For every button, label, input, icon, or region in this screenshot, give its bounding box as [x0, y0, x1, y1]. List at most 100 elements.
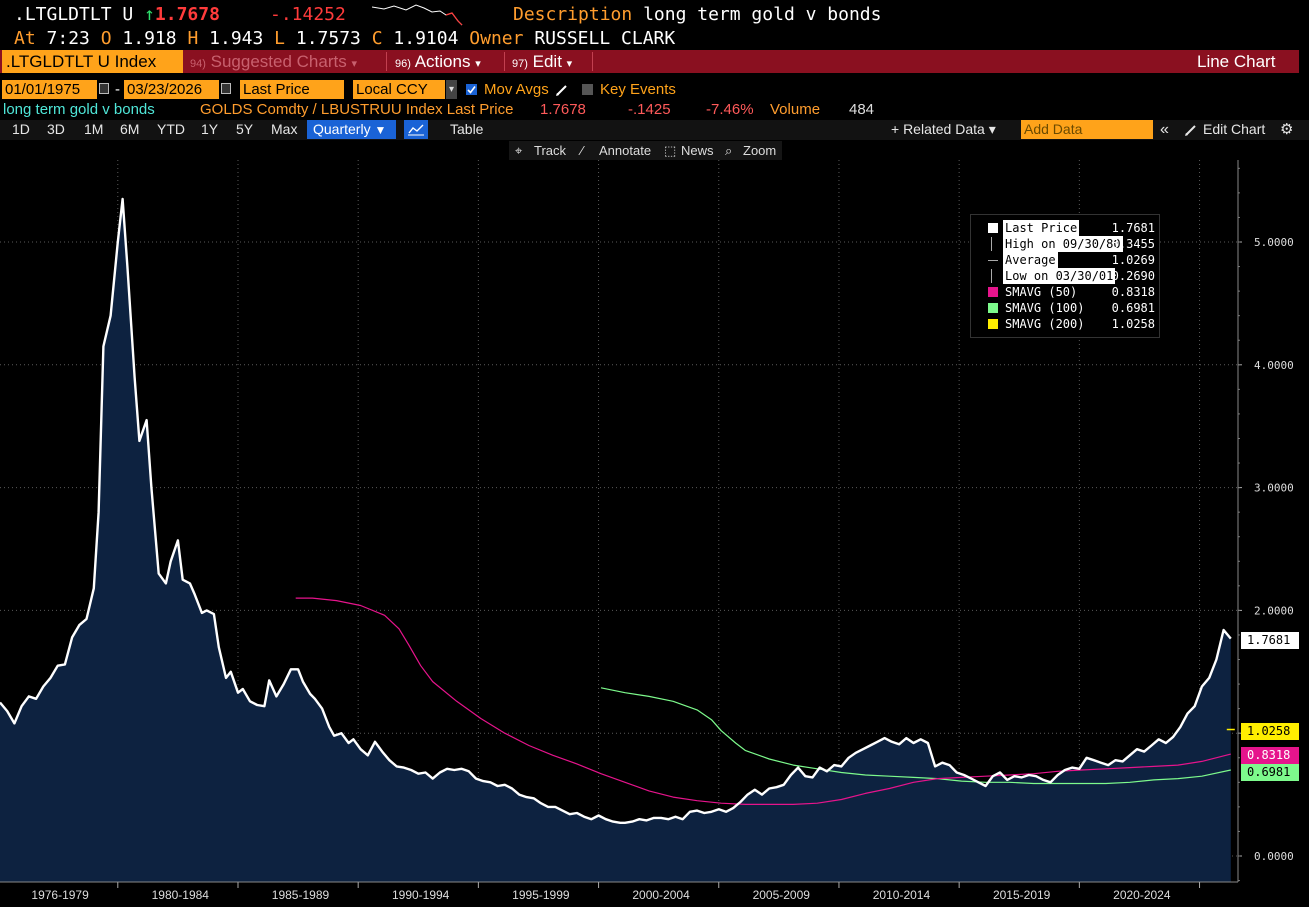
chart-type-title: Line Chart [1197, 52, 1276, 71]
line-chart-icon[interactable] [404, 120, 428, 139]
legend-value: 0.8318 [1111, 285, 1155, 299]
news-icon[interactable]: ⬚ [664, 143, 677, 158]
track-button[interactable]: Track [534, 143, 567, 158]
end-date-input[interactable]: 03/23/2026 [124, 80, 219, 99]
legend-label: SMAVG (100) [1005, 301, 1085, 315]
y-tick-label: 4.0000 [1254, 359, 1294, 372]
start-date-input[interactable]: 01/01/1975 [2, 80, 97, 99]
crosshair-icon[interactable]: ⌖ [515, 143, 523, 158]
legend-row-average: Average 1.0269 [971, 252, 1161, 268]
legend-value: 1.0269 [1111, 253, 1155, 267]
period-6m[interactable]: 6M [120, 121, 140, 137]
sma100-tag: 0.6981 [1241, 764, 1299, 781]
suggested-charts-menu[interactable]: 94) Suggested Charts ▾ [190, 50, 357, 73]
series-name: long term gold v bonds [3, 101, 155, 118]
legend-label: Low on 03/30/01 [1003, 268, 1116, 284]
description-value: long term gold v bonds [643, 4, 882, 25]
related-data-menu[interactable]: + Related Data ▾ [891, 120, 996, 139]
suggested-charts-num: 94) [190, 58, 206, 70]
checkbox-checked-icon[interactable] [466, 84, 477, 95]
period-1d[interactable]: 1D [12, 121, 30, 137]
series-pct-change: -7.46% [706, 101, 754, 118]
menu-divider [504, 52, 505, 71]
legend-row-high: High on 09/30/80 5.3455 [971, 236, 1161, 252]
legend-row-sma200: SMAVG (200) 1.0258 [971, 316, 1161, 332]
period-ytd[interactable]: YTD [157, 121, 185, 137]
price-field-select[interactable]: Last Price [240, 80, 344, 99]
open-label: O [100, 28, 112, 49]
last-price: 1.7678 [154, 4, 220, 25]
calendar-icon[interactable] [99, 83, 109, 94]
last-price-line [0, 197, 1232, 824]
owner-label: Owner [469, 28, 524, 49]
series-info-line: long term gold v bonds GOLDS Comdty / LB… [0, 100, 1309, 120]
volume-value: 484 [849, 101, 875, 118]
actions-menu[interactable]: 96) Actions ▾ [395, 50, 481, 73]
calendar-icon[interactable] [221, 83, 231, 94]
frequency-label: Quarterly [313, 121, 371, 137]
chart-controls: 01/01/1975 - 03/23/2026 Last Price Local… [0, 80, 1309, 100]
edit-chart-button[interactable]: Edit Chart [1203, 121, 1266, 137]
legend-value: 0.6981 [1111, 301, 1155, 315]
menu-divider [592, 52, 593, 71]
low-marker-icon [991, 269, 992, 283]
price-chart[interactable]: 0.00001.00002.00003.00004.00005.00001976… [0, 160, 1309, 907]
legend-value: 0.2690 [1111, 269, 1155, 283]
open-value: 1.918 [122, 28, 177, 49]
legend-value: 1.0258 [1111, 317, 1155, 331]
sparkline-icon [372, 4, 463, 26]
date-dash: - [115, 81, 120, 98]
dropdown-caret-icon: ▾ [566, 58, 573, 70]
pencil-icon[interactable] [1184, 123, 1198, 137]
gear-icon[interactable]: ⚙ [1280, 121, 1294, 138]
annotate-button[interactable]: Annotate [599, 143, 652, 158]
legend-value: 5.3455 [1111, 237, 1155, 251]
chart-legend[interactable]: Last Price 1.7681 High on 09/30/80 5.345… [970, 214, 1160, 338]
mov-avgs-label[interactable]: Mov Avgs [484, 81, 549, 98]
add-data-input[interactable]: Add Data [1021, 120, 1153, 139]
average-marker-icon [988, 260, 998, 261]
security-tab[interactable]: .LTGLDTLT U Index [2, 50, 183, 73]
currency-select[interactable]: Local CCY [353, 80, 445, 99]
frequency-select[interactable]: Quarterly ▼ [307, 120, 396, 139]
edit-num: 97) [512, 58, 528, 70]
period-3d[interactable]: 3D [47, 121, 65, 137]
description-line: Description long term gold v bonds [513, 3, 881, 27]
price-area [0, 199, 1231, 882]
dropdown-caret-icon[interactable]: ▾ [446, 80, 457, 99]
edit-label: Edit [532, 52, 562, 71]
legend-row-last-price: Last Price 1.7681 [971, 220, 1161, 236]
at-label: At [14, 28, 36, 49]
legend-label: Last Price [1003, 220, 1080, 236]
pencil-icon[interactable] [555, 83, 569, 97]
zoom-icon[interactable]: ⌕ [725, 143, 733, 158]
legend-label: SMAVG (200) [1005, 317, 1085, 331]
news-button[interactable]: News [681, 143, 714, 158]
x-tick-label: 1995-1999 [512, 888, 570, 902]
zoom-button[interactable]: Zoom [743, 143, 777, 158]
x-tick-label: 1980-1984 [152, 888, 210, 902]
period-5y[interactable]: 5Y [236, 121, 254, 137]
period-max[interactable]: Max [271, 121, 298, 137]
legend-swatch [988, 223, 998, 233]
table-view-button[interactable]: Table [450, 121, 484, 137]
dropdown-caret-icon: ▾ [351, 58, 357, 70]
quote-header: .LTGLDTLT U ↑1.7678 [14, 3, 220, 27]
chart-toolbar: 1D 3D 1M 6M YTD 1Y 5Y Max Quarterly ▼ Ta… [0, 120, 1309, 140]
annotate-pencil-icon[interactable]: ⁄ [581, 143, 584, 158]
y-tick-label: 2.0000 [1254, 604, 1294, 617]
period-1y[interactable]: 1Y [201, 121, 219, 137]
legend-label: Average [1003, 252, 1058, 268]
chart-tool-bar: ⌖ Track ⁄ Annotate ⬚ News ⌕ Zoom [509, 141, 782, 160]
up-arrow-icon: ↑ [144, 4, 155, 25]
edit-menu[interactable]: 97) Edit ▾ [512, 50, 572, 73]
legend-label: SMAVG (50) [1005, 285, 1078, 299]
collapse-icon[interactable]: « [1160, 121, 1169, 138]
menu-divider [386, 52, 387, 71]
key-events-label[interactable]: Key Events [600, 81, 676, 98]
description-label: Description [513, 4, 633, 25]
close-value: 1.9104 [393, 28, 459, 49]
period-1m[interactable]: 1M [84, 121, 104, 137]
checkbox-unchecked-icon[interactable] [582, 84, 593, 95]
x-tick-label: 2020-2024 [1113, 888, 1171, 902]
